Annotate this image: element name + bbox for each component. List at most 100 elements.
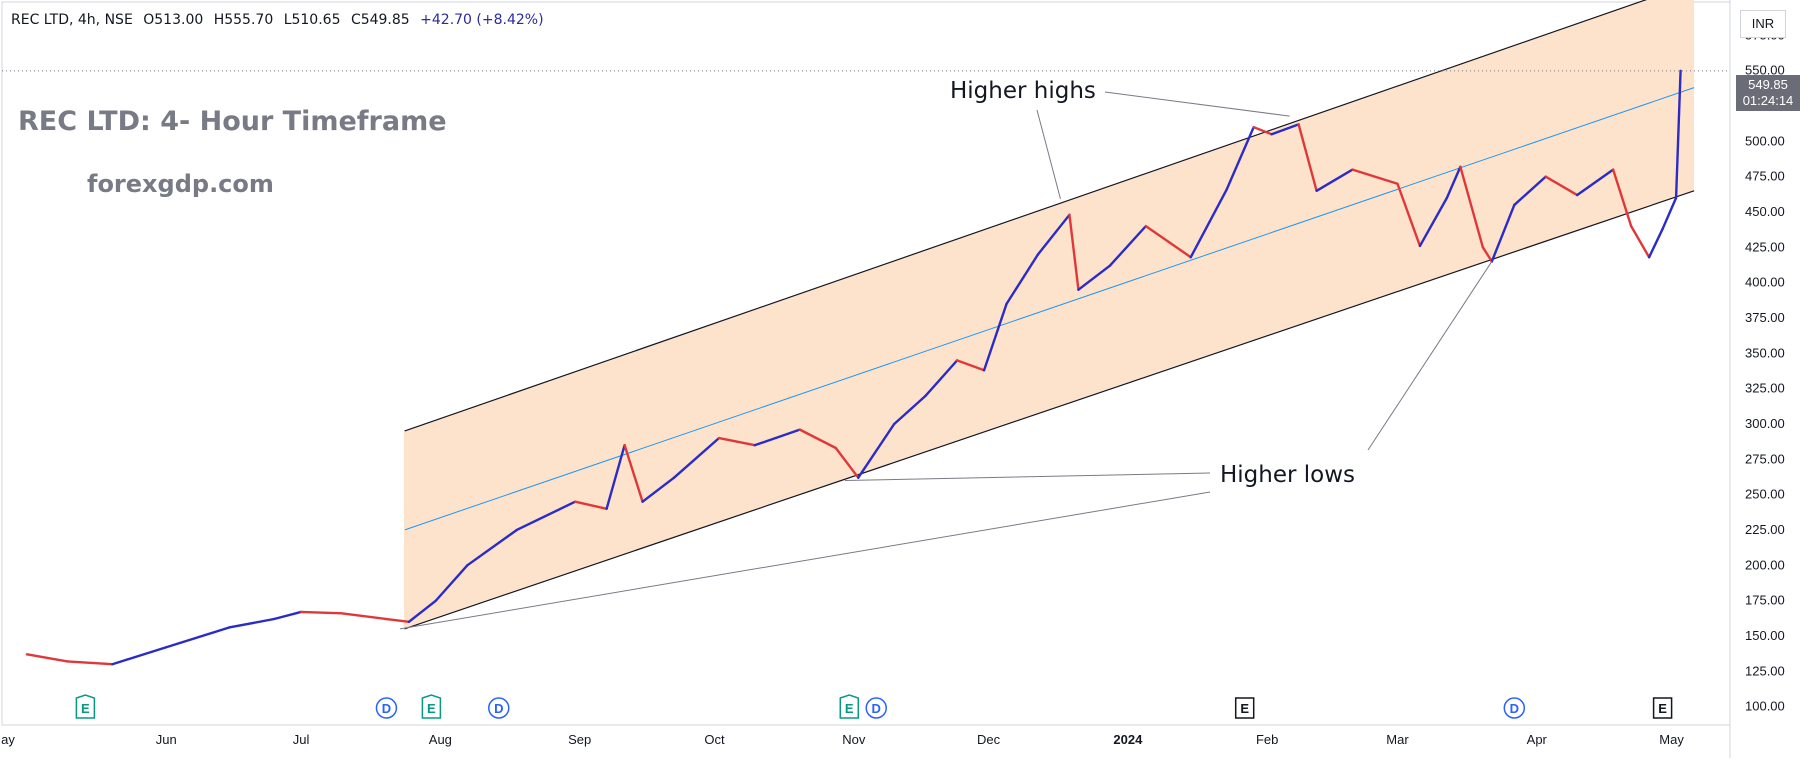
time-tick-label: May xyxy=(1659,732,1684,747)
earnings-marker xyxy=(75,694,96,719)
dividend-marker xyxy=(488,697,510,719)
price-segment xyxy=(1077,264,1112,291)
earnings-marker xyxy=(839,694,860,719)
price-segment xyxy=(340,612,388,621)
price-segment xyxy=(1481,246,1494,263)
bar-countdown: 01:24:14 xyxy=(1742,93,1794,108)
dividend-marker xyxy=(375,697,398,719)
price-tick-label: 175.00 xyxy=(1745,593,1785,608)
earnings-marker-label: E xyxy=(1658,701,1667,716)
price-segment xyxy=(227,617,276,629)
dividend-marker-label: D xyxy=(494,701,503,716)
price-tick-label: 550.00 xyxy=(1745,63,1785,78)
price-segment xyxy=(573,500,608,510)
open-value: O513.00 xyxy=(143,12,204,28)
channel-upper-line xyxy=(404,0,1648,432)
price-tick-label: 100.00 xyxy=(1745,699,1785,714)
price-segment xyxy=(1108,224,1148,267)
time-tick-label: Dec xyxy=(977,732,1001,747)
price-segment xyxy=(717,436,757,447)
price-segment xyxy=(1068,213,1080,291)
price-segment xyxy=(798,428,837,450)
price-segment xyxy=(1661,196,1678,231)
price-segment xyxy=(1315,168,1354,192)
price-segment xyxy=(924,359,959,397)
price-segment xyxy=(672,436,721,479)
price-segment xyxy=(1036,213,1071,256)
price-segment xyxy=(407,599,438,624)
earnings-marker-label: E xyxy=(427,701,436,716)
change-value: +42.70 (+8.42%) xyxy=(420,12,544,28)
price-segment xyxy=(1490,203,1516,263)
higher-lows-leader xyxy=(399,491,1211,630)
higher-lows-leader xyxy=(1367,261,1493,451)
price-tick-label: 375.00 xyxy=(1745,310,1785,325)
price-segment xyxy=(1629,224,1651,259)
price-tick-label: 125.00 xyxy=(1745,663,1785,678)
price-segment xyxy=(1270,123,1300,136)
price-tick-label: 275.00 xyxy=(1745,451,1785,466)
price-tick-label: 475.00 xyxy=(1745,169,1785,184)
price-segment xyxy=(1005,253,1040,306)
price-tick-label: 425.00 xyxy=(1745,239,1785,254)
price-segment xyxy=(834,446,860,479)
time-tick-label: Mar xyxy=(1386,732,1409,747)
dividend-marker-label: D xyxy=(382,701,391,716)
price-segment xyxy=(1576,168,1615,197)
currency-button[interactable]: INR xyxy=(1740,10,1786,38)
price-segment xyxy=(955,359,986,372)
earnings-marker xyxy=(1652,697,1673,719)
channel-lower-line xyxy=(404,190,1695,630)
time-tick-label: ay xyxy=(1,732,15,747)
low-value: L510.65 xyxy=(283,12,341,28)
time-tick-label: 2024 xyxy=(1113,732,1143,747)
watermark-site: forexgdp.com xyxy=(87,170,274,198)
price-segment xyxy=(1544,175,1579,197)
time-tick-label: Feb xyxy=(1256,732,1278,747)
ohlc-legend: REC LTD, 4h, NSE O513.00 H555.70 L510.65… xyxy=(11,12,550,28)
price-segment xyxy=(1445,165,1462,200)
price-segment xyxy=(1144,224,1192,259)
last-price-tag: 549.85 01:24:14 xyxy=(1736,75,1800,111)
price-segment xyxy=(623,443,644,503)
dividend-marker xyxy=(1503,697,1526,719)
price-tick-label: 200.00 xyxy=(1745,557,1785,572)
price-segment xyxy=(1351,168,1399,185)
price-segment xyxy=(1252,125,1273,136)
time-tick-label: Jun xyxy=(156,732,177,747)
price-tick-label: 500.00 xyxy=(1745,133,1785,148)
price-segment xyxy=(641,476,676,503)
price-segment xyxy=(1647,227,1664,259)
earnings-marker-label: E xyxy=(845,701,854,716)
price-segment xyxy=(515,500,577,532)
price-segment xyxy=(982,302,1008,372)
price-tick-label: 325.00 xyxy=(1745,381,1785,396)
price-segment xyxy=(753,428,802,447)
price-segment xyxy=(165,626,231,649)
time-tick-label: Apr xyxy=(1527,732,1548,747)
price-segment xyxy=(66,660,114,666)
time-tick-label: Nov xyxy=(842,732,866,747)
close-value: C549.85 xyxy=(350,12,410,28)
price-segment xyxy=(272,610,303,621)
earnings-marker-label: E xyxy=(81,701,90,716)
price-segment xyxy=(605,443,626,510)
last-price-value: 549.85 xyxy=(1748,77,1788,92)
price-segment xyxy=(1396,182,1422,248)
higher-lows-leader xyxy=(844,472,1211,482)
price-segment xyxy=(1459,165,1485,249)
price-segment xyxy=(25,653,69,663)
price-segment xyxy=(857,422,896,479)
price-segment xyxy=(1611,168,1633,228)
time-tick-label: Sep xyxy=(568,732,591,747)
price-tick-label: 150.00 xyxy=(1745,628,1785,643)
price-tick-label: 250.00 xyxy=(1745,487,1785,502)
higher-highs-leader xyxy=(1104,91,1290,117)
earnings-marker xyxy=(421,694,442,719)
higher-highs-leader xyxy=(1036,109,1061,200)
time-tick-label: Aug xyxy=(429,732,452,747)
price-tick-label: 450.00 xyxy=(1745,204,1785,219)
dividend-marker xyxy=(865,697,887,719)
